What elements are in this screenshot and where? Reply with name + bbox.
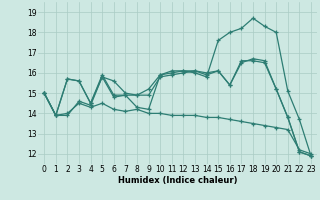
- X-axis label: Humidex (Indice chaleur): Humidex (Indice chaleur): [118, 176, 237, 185]
